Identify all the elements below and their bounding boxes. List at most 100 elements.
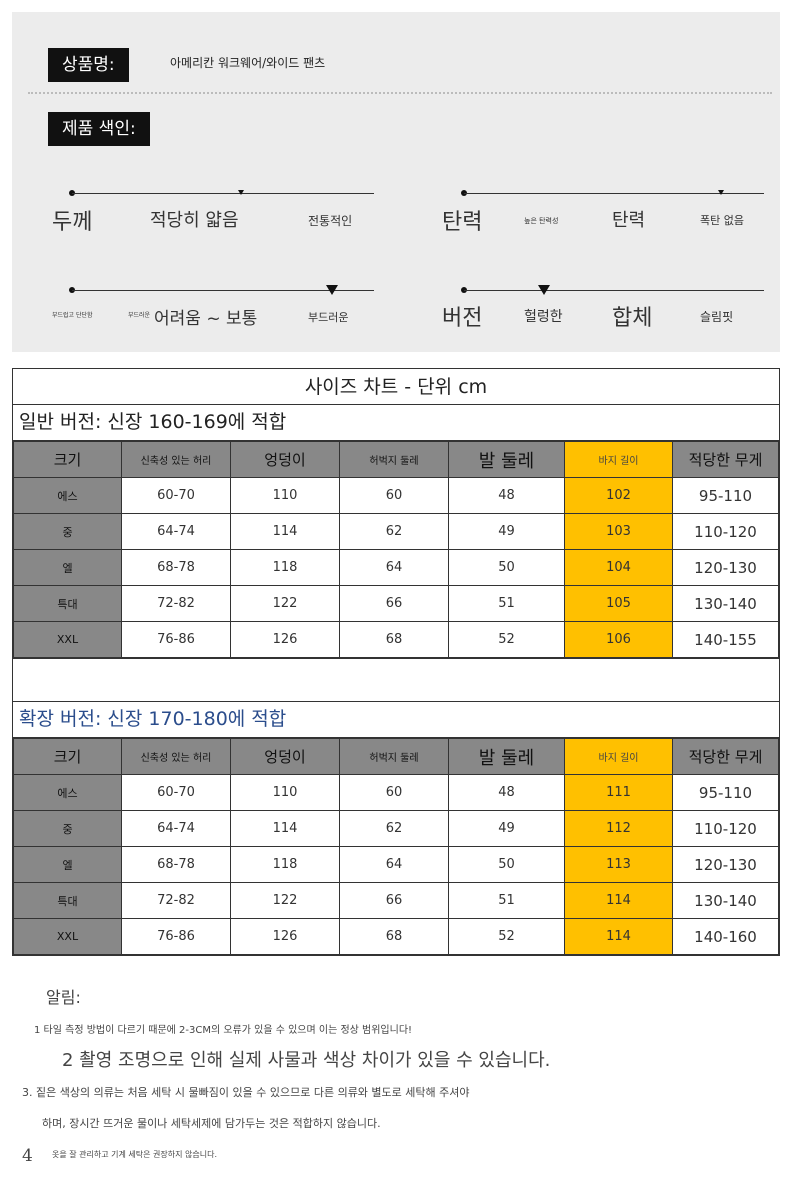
fit-label: 버전: [442, 306, 483, 331]
column-header: 바지 길이: [564, 441, 673, 478]
size-chart: 사이즈 차트 - 단위 cm 일반 버전: 신장 160-169에 적합 크기 신…: [12, 368, 780, 956]
table-cell: 60: [339, 774, 449, 811]
column-header: 크기: [13, 738, 122, 775]
table-cell: 114: [564, 882, 673, 919]
fit-marker: [538, 285, 550, 295]
table-cell: 111: [564, 774, 673, 811]
column-header: 허벅지 둘레: [339, 738, 449, 775]
table-cell: 106: [564, 621, 673, 658]
fit-option-mid: 합체: [612, 306, 653, 331]
table-cell: 120-130: [672, 549, 779, 586]
notice-line-4: 하며, 장시간 뜨거운 물이나 세탁세제에 담가두는 것은 적합하지 않습니다.: [42, 1117, 381, 1130]
table-row: 에스 60-70 110 60 48 111 95-110: [13, 774, 779, 811]
column-header: 신축성 있는 허리: [121, 738, 231, 775]
size-chart-title: 사이즈 차트 - 단위 cm: [13, 369, 779, 405]
table-cell: 126: [230, 918, 340, 955]
table-cell: 64-74: [121, 810, 231, 847]
table-cell: 105: [564, 585, 673, 622]
column-header: 발 둘레: [448, 441, 565, 478]
table-cell: 102: [564, 477, 673, 514]
table-cell: 104: [564, 549, 673, 586]
table-cell: 120-130: [672, 846, 779, 883]
fit-option-left: 헐렁한: [524, 309, 563, 325]
size-label-cell: XXL: [13, 918, 122, 955]
size-label-cell: 에스: [13, 477, 122, 514]
table-cell: 60: [339, 477, 449, 514]
notice-number-4: 4: [22, 1146, 33, 1166]
extended-version-title: 확장 버전: 신장 170-180에 적합: [13, 702, 779, 738]
table-cell: 62: [339, 513, 449, 550]
table-cell: 76-86: [121, 621, 231, 658]
table-cell: 126: [230, 621, 340, 658]
table-header-row: 크기 신축성 있는 허리 엉덩이 허벅지 둘레 발 둘레 바지 길이 적당한 무게: [13, 441, 779, 478]
table-cell: 64: [339, 549, 449, 586]
table-row: 에스 60-70 110 60 48 102 95-110: [13, 477, 779, 514]
table-cell: 48: [448, 774, 565, 811]
fit-option-right: 슬림핏: [700, 310, 734, 324]
thickness-option-right: 전통적인: [308, 214, 353, 228]
regular-size-table: 크기 신축성 있는 허리 엉덩이 허벅지 둘레 발 둘레 바지 길이 적당한 무게 에스 60-…: [13, 441, 779, 658]
product-name-value: 아메리칸 워크웨어/와이드 팬츠: [170, 56, 326, 70]
section-gap: [13, 658, 779, 702]
table-row: 특대 72-82 122 66 51 114 130-140: [13, 882, 779, 919]
table-cell: 50: [448, 549, 565, 586]
thickness-scale-line: [72, 193, 374, 194]
column-header: 신축성 있는 허리: [121, 441, 231, 478]
table-cell: 64-74: [121, 513, 231, 550]
color-index-label: 제품 색인:: [48, 112, 150, 146]
table-cell: 52: [448, 621, 565, 658]
size-label-cell: 에스: [13, 774, 122, 811]
table-cell: 110-120: [672, 513, 779, 550]
table-cell: 114: [230, 513, 340, 550]
table-cell: 110: [230, 477, 340, 514]
column-header: 바지 길이: [564, 738, 673, 775]
size-label-cell: 중: [13, 810, 122, 847]
table-cell: 118: [230, 549, 340, 586]
column-header: 발 둘레: [448, 738, 565, 775]
softness-option-small: 부드러운: [128, 312, 151, 319]
table-cell: 130-140: [672, 585, 779, 622]
regular-version-title: 일반 버전: 신장 160-169에 적합: [13, 405, 779, 441]
table-cell: 72-82: [121, 585, 231, 622]
table-cell: 68: [339, 621, 449, 658]
table-row: XXL 76-86 126 68 52 106 140-155: [13, 621, 779, 658]
extended-size-table: 크기 신축성 있는 허리 엉덩이 허벅지 둘레 발 둘레 바지 길이 적당한 무게 에스 60-…: [13, 738, 779, 955]
table-row: 엘 68-78 118 64 50 113 120-130: [13, 846, 779, 883]
size-label-cell: 특대: [13, 882, 122, 919]
table-cell: 140-160: [672, 918, 779, 955]
size-label-cell: 엘: [13, 846, 122, 883]
column-header: 크기: [13, 441, 122, 478]
table-cell: 60-70: [121, 774, 231, 811]
table-cell: 114: [564, 918, 673, 955]
softness-scale-line: [72, 290, 374, 291]
table-cell: 49: [448, 810, 565, 847]
column-header: 엉덩이: [230, 441, 340, 478]
table-cell: 72-82: [121, 882, 231, 919]
table-cell: 95-110: [672, 477, 779, 514]
divider: [28, 92, 772, 94]
table-cell: 68-78: [121, 846, 231, 883]
size-label-cell: XXL: [13, 621, 122, 658]
table-cell: 51: [448, 882, 565, 919]
notice-line-3: 3. 짙은 색상의 의류는 처음 세탁 시 물빠짐이 있을 수 있으므로 다른 …: [22, 1086, 470, 1099]
table-row: 중 64-74 114 62 49 112 110-120: [13, 810, 779, 847]
table-cell: 66: [339, 585, 449, 622]
table-row: 중 64-74 114 62 49 103 110-120: [13, 513, 779, 550]
thickness-option-mid: 적당히 얇음: [150, 210, 239, 231]
size-label-cell: 엘: [13, 549, 122, 586]
table-cell: 122: [230, 585, 340, 622]
column-header: 엉덩이: [230, 738, 340, 775]
table-cell: 64: [339, 846, 449, 883]
table-row: 특대 72-82 122 66 51 105 130-140: [13, 585, 779, 622]
notice-title: 알림:: [46, 988, 81, 1007]
product-info-panel: 상품명: 아메리칸 워크웨어/와이드 팬츠 제품 색인: 두께 적당히 얇음 전…: [12, 12, 780, 352]
table-cell: 122: [230, 882, 340, 919]
softness-marker: [326, 285, 338, 295]
table-cell: 110: [230, 774, 340, 811]
size-label-cell: 중: [13, 513, 122, 550]
product-name-label: 상품명:: [48, 48, 129, 82]
elasticity-label: 탄력: [442, 210, 483, 235]
table-cell: 130-140: [672, 882, 779, 919]
table-cell: 51: [448, 585, 565, 622]
softness-option-left: 부드럽고 단단함: [52, 312, 93, 319]
